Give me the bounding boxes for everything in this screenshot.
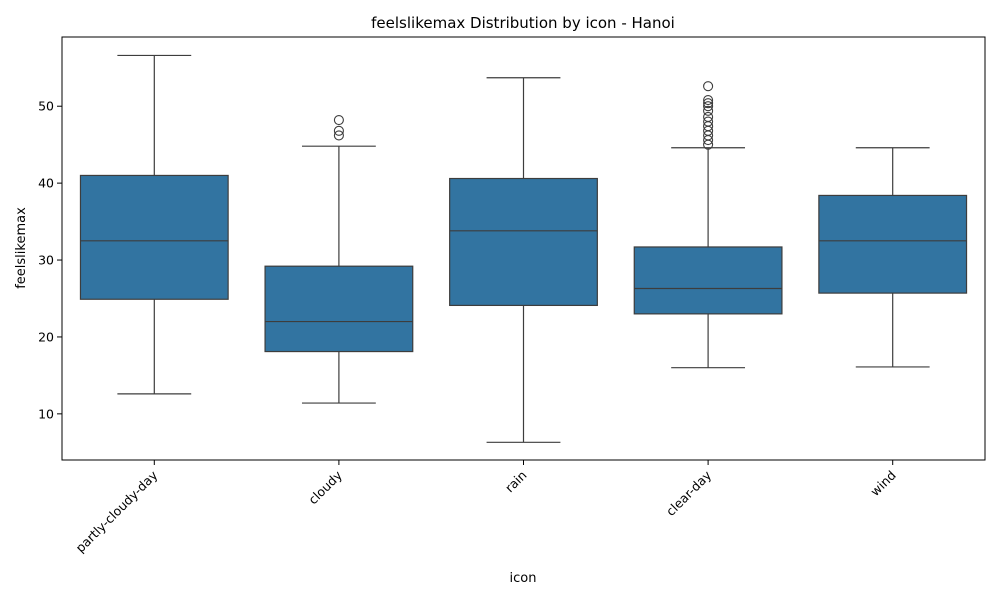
iqr-box [79, 174, 229, 300]
outlier-point [703, 98, 714, 109]
box-partly-cloudy-day [79, 54, 229, 395]
chart-title: feelslikemax Distribution by icon - Hano… [371, 14, 675, 32]
iqr-box [449, 177, 598, 307]
outlier-point [703, 111, 714, 123]
box-wind [818, 147, 968, 368]
x-tick-label: wind [867, 468, 899, 500]
y-tick-label: 10 [38, 406, 54, 421]
outlier-point [333, 125, 344, 136]
box-rain [449, 77, 598, 443]
y-tick-label: 50 [38, 99, 54, 114]
outlier-point [703, 101, 714, 112]
outlier-point [703, 105, 714, 116]
plot-area [79, 54, 968, 443]
iqr-box [633, 246, 783, 315]
y-tick-label: 20 [38, 329, 54, 344]
outlier-point [333, 130, 344, 141]
x-tick-label: clear-day [663, 467, 715, 519]
box-cloudy [264, 115, 414, 404]
y-axis: 10 20 30 40 50 [38, 99, 62, 421]
x-axis: partly-cloudy-day cloudy rain clear-day wind [73, 460, 899, 555]
x-tick-label: rain [502, 468, 530, 496]
box-clear-day [633, 81, 783, 369]
iqr-box [818, 194, 968, 294]
outlier-point [333, 115, 344, 126]
outlier-point [703, 116, 714, 127]
y-axis-label: feelslikemax [14, 207, 29, 289]
outlier-point [703, 95, 714, 106]
x-tick-label: cloudy [305, 467, 345, 507]
outlier-point [703, 81, 714, 92]
x-tick-label: partly-cloudy-day [73, 467, 161, 555]
y-tick-label: 30 [38, 253, 54, 268]
x-axis-label: icon [510, 571, 537, 586]
y-tick-label: 40 [38, 176, 54, 191]
iqr-box [264, 265, 414, 353]
